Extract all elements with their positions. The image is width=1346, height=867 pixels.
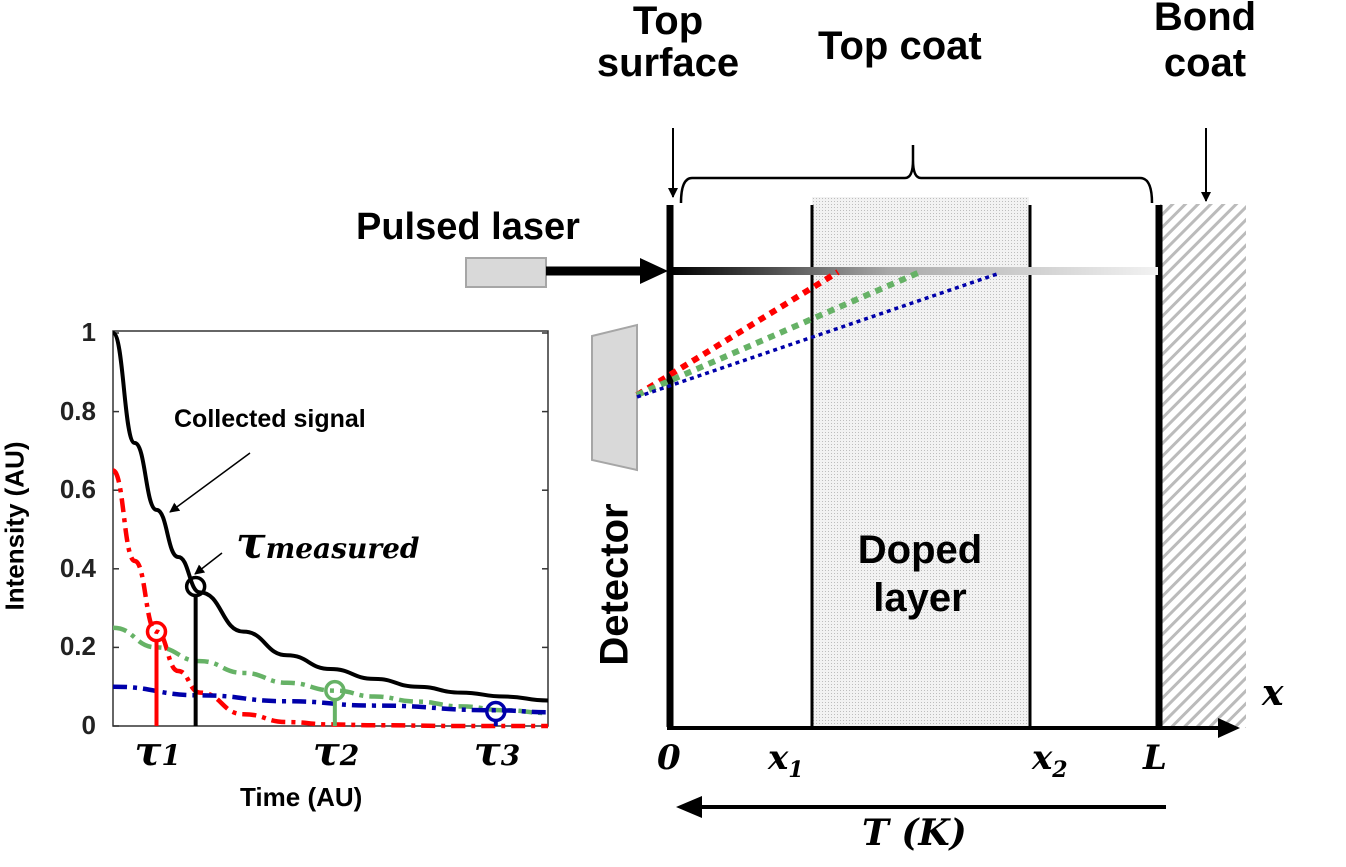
tick-x2-main: x [1032,738,1053,778]
x-axis-arrowhead [1218,718,1240,738]
x-axis-label: Time (AU) [240,782,363,812]
x-tick-tau: τ [473,728,501,775]
tick-x1: x1 [768,738,804,783]
marker-tau-measured [184,575,207,598]
bond-coat-label: Bond coat [1140,0,1270,86]
series-line-tau3-decay [112,684,549,715]
top-surface-line1: Top [632,0,704,43]
tick-x2-sub: 2 [1052,756,1068,783]
detector-label: Detector [592,503,637,666]
top-coat-brace [679,145,1154,204]
tau-measured-subscript: measured [265,532,420,565]
decay-chart [110,330,549,729]
tick-0: 0 [657,738,681,778]
y-tick-label: 0 [81,710,96,740]
collected-signal-pointer [169,452,251,513]
pulsed-laser-label: Pulsed laser [356,206,580,248]
bond-coat-region [1160,204,1246,728]
x-tick-label: τ1 [135,728,181,775]
tick-L: L [1143,738,1167,778]
x-axis-symbol: x [1262,672,1284,714]
doped-layer-region [812,197,1029,727]
series-line-tau1-decay [110,468,548,729]
marker-tau3 [485,700,507,723]
y-axis-label: Intensity (AU) [0,441,30,611]
laser-arrowhead [640,258,668,284]
x-tick-tau: τ [312,728,340,775]
y-tick-label: 0.4 [59,552,96,583]
x-tick-subscript: 1 [161,739,181,772]
y-tick-label: 0.6 [59,474,96,505]
doped-line1: Doped [857,528,983,572]
tick-x1-sub: 1 [788,756,804,783]
x-tick-label: τ3 [474,728,520,775]
top-surface-line2: surface [596,41,740,85]
tick-x1-main: x [768,738,789,778]
doped-layer-label: Doped layer [830,526,1010,622]
temperature-arrowhead [676,796,702,818]
bond-coat-line1: Bond [1153,0,1257,39]
chart-frame [112,330,549,727]
y-tick-label: 1 [81,317,96,347]
y-tick-label: 0.8 [59,395,96,426]
pulsed-laser-source [465,257,547,288]
tau-measured-label: τmeasured [236,518,419,569]
y-tick-label: 0.2 [59,631,96,662]
tau-measured-pointer [194,552,223,575]
series-line-collected-signal [111,331,549,703]
tau-symbol: τ [236,518,266,569]
top-surface-label: Top surface [588,0,748,84]
x-tick-subscript: 2 [339,739,360,772]
x-tick-tau: τ [134,728,162,775]
x-tick-label: τ2 [313,728,359,775]
emission-red [635,269,840,398]
tick-x2: x2 [1032,738,1068,783]
collected-signal-label: Collected signal [174,405,366,433]
marker-tau1 [145,620,168,643]
temperature-label: T (K) [862,812,967,854]
detector-shape [591,323,638,472]
doped-line2: layer [873,576,967,620]
top-coat-label: Top coat [818,24,982,68]
bond-coat-line2: coat [1163,41,1247,85]
marker-tau2 [324,679,346,702]
x-tick-subscript: 3 [500,739,521,772]
series-line-tau2-decay [112,625,549,716]
